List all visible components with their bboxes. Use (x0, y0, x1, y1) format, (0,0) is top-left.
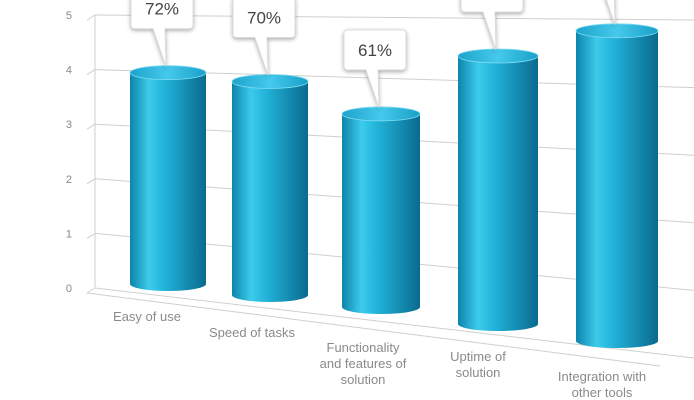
bars (129, 23, 659, 349)
y-tick-label: 3 (66, 119, 72, 131)
data-label-callout (232, 0, 296, 76)
data-label-callout (460, 0, 524, 51)
bar (457, 48, 539, 331)
y-axis-ticks: 0 1 2 3 4 5 (66, 10, 72, 295)
category-label: Uptime of solution (450, 349, 506, 380)
depth-line (86, 14, 96, 21)
bar (129, 65, 207, 291)
data-label-callout (130, 0, 194, 67)
data-label: 80% (475, 0, 509, 2)
category-label: Functionality and features of solution (320, 340, 407, 387)
category-labels: Easy of use Speed of tasks Functionality an… (113, 309, 646, 400)
data-label-callout (606, 0, 616, 25)
category-label: Integration with other tools (558, 369, 646, 400)
depth-line (86, 123, 96, 130)
bar (575, 23, 659, 349)
y-tick-label: 4 (66, 65, 72, 77)
y-tick-label: 0 (66, 283, 72, 295)
bar (341, 106, 421, 314)
depth-line (86, 232, 96, 239)
y-tick-label: 5 (66, 10, 72, 22)
depth-line (86, 178, 96, 185)
category-label: Easy of use (113, 309, 181, 324)
depth-line (86, 69, 96, 76)
data-labels: 72%70%61%80%88% (130, 0, 616, 109)
y-tick-label: 1 (66, 228, 72, 240)
data-label-callout (343, 29, 407, 109)
data-label: 61% (358, 41, 392, 60)
data-label: 70% (247, 9, 281, 28)
y-tick-label: 2 (66, 174, 72, 186)
floor-front-edge (86, 292, 661, 367)
data-label: 72% (145, 0, 179, 19)
depth-line (86, 287, 96, 294)
bar (231, 74, 309, 302)
gridline (94, 14, 694, 21)
category-label: Speed of tasks (209, 325, 295, 340)
